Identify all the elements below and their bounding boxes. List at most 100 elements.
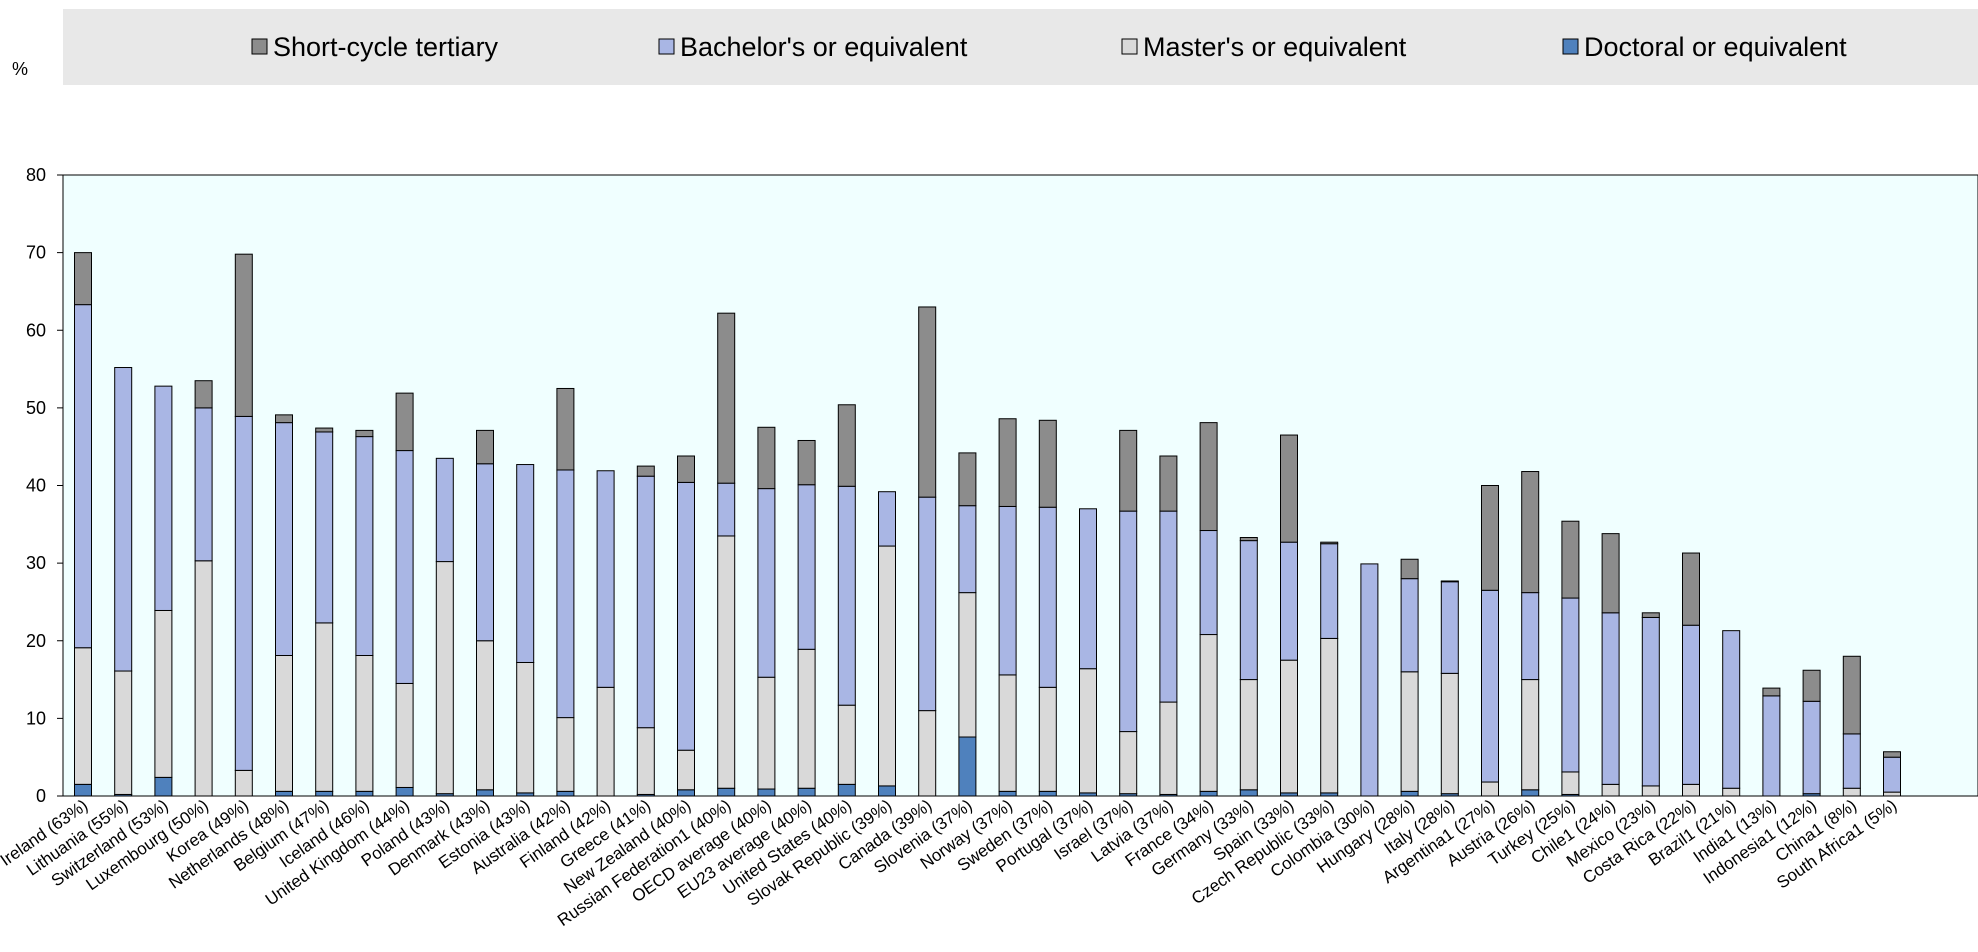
bar-segment-bachelor-s-or-equivalent bbox=[1239, 540, 1258, 681]
legend-swatch-master-s-or-equivalent bbox=[1121, 38, 1138, 55]
bar-segment-doctoral-or-equivalent bbox=[878, 785, 896, 797]
bar-segment-short-cycle-tertiary bbox=[234, 253, 253, 417]
bar-segment-bachelor-s-or-equivalent bbox=[1038, 506, 1057, 688]
bar-segment-master-s-or-equivalent bbox=[1280, 659, 1298, 794]
y-tick-label: 10 bbox=[26, 708, 46, 728]
bar-segment-master-s-or-equivalent bbox=[1641, 785, 1660, 797]
y-axis: 0 10 20 30 40 50 60 70 80 bbox=[26, 165, 63, 806]
bar-segment-bachelor-s-or-equivalent bbox=[1641, 616, 1660, 787]
bar-segment-bachelor-s-or-equivalent bbox=[315, 431, 334, 624]
bar-segment-doctoral-or-equivalent bbox=[476, 789, 494, 797]
y-axis-unit-label: % bbox=[12, 59, 28, 79]
bar-segment-bachelor-s-or-equivalent bbox=[1802, 700, 1821, 795]
bar-segment-bachelor-s-or-equivalent bbox=[154, 385, 173, 611]
bar-segment-master-s-or-equivalent bbox=[516, 661, 535, 794]
bar-segment-master-s-or-equivalent bbox=[797, 648, 816, 789]
y-tick-label: 70 bbox=[26, 243, 46, 263]
bar-segment-master-s-or-equivalent bbox=[1038, 686, 1057, 792]
bar-segment-bachelor-s-or-equivalent bbox=[998, 505, 1017, 676]
bar-segment-short-cycle-tertiary bbox=[1119, 429, 1138, 512]
bar-segment-short-cycle-tertiary bbox=[1883, 751, 1901, 758]
bar-segment-short-cycle-tertiary bbox=[837, 404, 856, 487]
bar-segment-bachelor-s-or-equivalent bbox=[1159, 510, 1178, 703]
bar-segment-short-cycle-tertiary bbox=[998, 418, 1017, 507]
bar-segment-master-s-or-equivalent bbox=[1320, 637, 1339, 794]
bar-segment-short-cycle-tertiary bbox=[636, 465, 655, 477]
bar-segment-short-cycle-tertiary bbox=[797, 439, 816, 486]
bar-segment-short-cycle-tertiary bbox=[1521, 471, 1540, 594]
bar-segment-master-s-or-equivalent bbox=[1521, 679, 1540, 791]
legend-swatch-bachelor-s-or-equivalent bbox=[658, 38, 675, 55]
bar-segment-doctoral-or-equivalent bbox=[1239, 789, 1258, 797]
bar-segment-short-cycle-tertiary bbox=[1641, 612, 1660, 618]
bar-segment-short-cycle-tertiary bbox=[1762, 687, 1781, 697]
legend-label-master-s-or-equivalent: Master's or equivalent bbox=[1143, 32, 1407, 62]
y-tick-label: 80 bbox=[26, 165, 46, 185]
bar-segment-short-cycle-tertiary bbox=[556, 387, 575, 471]
bar-segment-short-cycle-tertiary bbox=[355, 429, 374, 438]
bar-segment-bachelor-s-or-equivalent bbox=[114, 367, 133, 672]
bar-segment-bachelor-s-or-equivalent bbox=[355, 436, 374, 656]
bar-segment-doctoral-or-equivalent bbox=[154, 776, 173, 797]
bar-segment-doctoral-or-equivalent bbox=[757, 788, 776, 797]
x-axis-labels: Ireland (63%)Lithuania (55%)Switzerland … bbox=[0, 796, 1900, 930]
bar-segment-master-s-or-equivalent bbox=[1400, 671, 1419, 792]
bar-segment-bachelor-s-or-equivalent bbox=[476, 463, 494, 642]
legend: Short-cycle tertiary Bachelor's or equiva… bbox=[63, 9, 1978, 85]
bar-segment-short-cycle-tertiary bbox=[1440, 580, 1459, 583]
bar-segment-doctoral-or-equivalent bbox=[717, 787, 736, 797]
bar-segment-short-cycle-tertiary bbox=[315, 427, 334, 433]
bar-segment-bachelor-s-or-equivalent bbox=[837, 485, 856, 706]
bar-segment-master-s-or-equivalent bbox=[1722, 787, 1741, 797]
bar-segment-master-s-or-equivalent bbox=[1079, 668, 1097, 794]
bar-segment-master-s-or-equivalent bbox=[1159, 701, 1178, 795]
bar-segment-bachelor-s-or-equivalent bbox=[1842, 733, 1861, 789]
bar-segment-master-s-or-equivalent bbox=[315, 622, 334, 792]
legend-background bbox=[63, 9, 1978, 85]
bar-segment-short-cycle-tertiary bbox=[1038, 419, 1057, 508]
bar-segment-bachelor-s-or-equivalent bbox=[1400, 578, 1419, 673]
bar-segment-short-cycle-tertiary bbox=[1280, 434, 1298, 543]
legend-label-doctoral-or-equivalent: Doctoral or equivalent bbox=[1584, 32, 1847, 62]
bar-segment-bachelor-s-or-equivalent bbox=[1199, 530, 1218, 636]
bar-segment-doctoral-or-equivalent bbox=[315, 790, 334, 797]
bar-segment-doctoral-or-equivalent bbox=[677, 789, 695, 797]
bar-segment-master-s-or-equivalent bbox=[435, 561, 454, 795]
bar-segment-doctoral-or-equivalent bbox=[958, 736, 977, 797]
bar-segment-master-s-or-equivalent bbox=[636, 727, 655, 795]
bar-segment-bachelor-s-or-equivalent bbox=[1561, 597, 1580, 773]
bar-segment-bachelor-s-or-equivalent bbox=[677, 481, 695, 751]
bar-segment-bachelor-s-or-equivalent bbox=[918, 496, 937, 712]
bar-segment-bachelor-s-or-equivalent bbox=[234, 415, 253, 771]
bar-segment-short-cycle-tertiary bbox=[194, 380, 213, 409]
bar-segment-bachelor-s-or-equivalent bbox=[1481, 589, 1499, 783]
bars bbox=[74, 252, 1901, 797]
bar-segment-bachelor-s-or-equivalent bbox=[1079, 508, 1097, 670]
bar-segment-bachelor-s-or-equivalent bbox=[1440, 581, 1459, 674]
bar-segment-bachelor-s-or-equivalent bbox=[958, 505, 977, 594]
bar-segment-bachelor-s-or-equivalent bbox=[797, 484, 816, 650]
bar-segment-master-s-or-equivalent bbox=[677, 749, 695, 791]
y-tick-label: 50 bbox=[26, 398, 46, 418]
bar-segment-bachelor-s-or-equivalent bbox=[1883, 756, 1901, 793]
bar-segment-master-s-or-equivalent bbox=[1883, 791, 1901, 797]
bar-segment-master-s-or-equivalent bbox=[837, 704, 856, 785]
bar-segment-master-s-or-equivalent bbox=[275, 654, 293, 792]
bar-segment-bachelor-s-or-equivalent bbox=[636, 475, 655, 729]
legend-label-short-cycle-tertiary: Short-cycle tertiary bbox=[273, 32, 499, 62]
bar-segment-bachelor-s-or-equivalent bbox=[435, 457, 454, 563]
bar-segment-doctoral-or-equivalent bbox=[998, 790, 1017, 797]
bar-segment-doctoral-or-equivalent bbox=[1199, 790, 1218, 797]
bar-segment-master-s-or-equivalent bbox=[1842, 787, 1861, 797]
bar-segment-master-s-or-equivalent bbox=[1682, 783, 1700, 797]
bar-segment-master-s-or-equivalent bbox=[1440, 672, 1459, 795]
bar-segment-bachelor-s-or-equivalent bbox=[275, 422, 293, 656]
bar-segment-bachelor-s-or-equivalent bbox=[1521, 592, 1540, 681]
bar-segment-doctoral-or-equivalent bbox=[797, 787, 816, 797]
bar-segment-short-cycle-tertiary bbox=[677, 455, 695, 483]
bar-segment-short-cycle-tertiary bbox=[476, 429, 494, 465]
bar-segment-bachelor-s-or-equivalent bbox=[194, 407, 213, 562]
bar-segment-short-cycle-tertiary bbox=[958, 452, 977, 507]
bar-segment-doctoral-or-equivalent bbox=[74, 783, 92, 797]
